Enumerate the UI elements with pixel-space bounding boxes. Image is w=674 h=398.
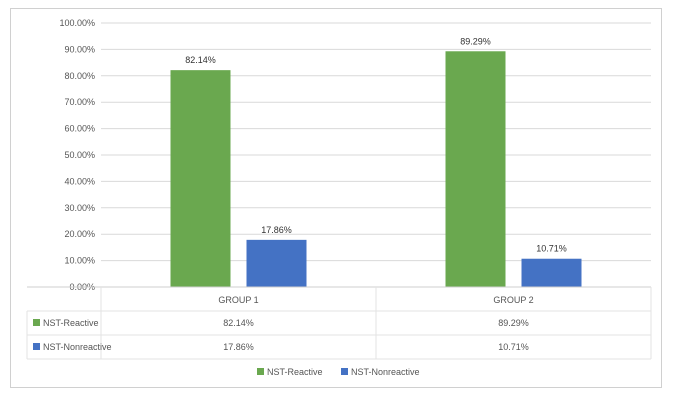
- legend-key: [33, 319, 40, 326]
- table-series-label: NST-Reactive: [43, 318, 99, 328]
- y-tick-label: 20.00%: [64, 229, 95, 239]
- data-label: 82.14%: [185, 55, 216, 65]
- y-tick-label: 10.00%: [64, 256, 95, 266]
- legend-swatch: [257, 368, 264, 375]
- y-tick-label: 50.00%: [64, 150, 95, 160]
- category-label: GROUP 1: [218, 295, 258, 305]
- table-cell: 89.29%: [498, 318, 529, 328]
- data-label: 17.86%: [261, 225, 292, 235]
- bar-nonreactive: [246, 239, 307, 287]
- category-label: GROUP 2: [493, 295, 533, 305]
- legend-label: NST-Nonreactive: [351, 367, 420, 377]
- bar-nonreactive: [521, 258, 582, 287]
- y-tick-label: 60.00%: [64, 124, 95, 134]
- y-tick-label: 30.00%: [64, 203, 95, 213]
- table-series-label: NST-Nonreactive: [43, 342, 112, 352]
- legend-swatch: [341, 368, 348, 375]
- table-cell: 10.71%: [498, 342, 529, 352]
- table-cell: 82.14%: [223, 318, 254, 328]
- data-label: 10.71%: [536, 244, 567, 254]
- bar-reactive: [170, 70, 231, 288]
- y-tick-label: 100.00%: [59, 18, 95, 28]
- data-label: 89.29%: [460, 36, 491, 46]
- y-tick-label: 80.00%: [64, 71, 95, 81]
- legend-key: [33, 343, 40, 350]
- y-tick-label: 90.00%: [64, 44, 95, 54]
- chart-frame: 0.00% 10.00% 20.00% 30.00% 40.00% 50.00% 60.00…: [10, 8, 662, 388]
- table-cell: 17.86%: [223, 342, 254, 352]
- legend-label: NST-Reactive: [267, 367, 323, 377]
- y-tick-label: 70.00%: [64, 97, 95, 107]
- y-tick-label: 40.00%: [64, 176, 95, 186]
- bar-reactive: [445, 51, 506, 287]
- bar-chart: 0.00%10.00%20.00%30.00%40.00%50.00%60.00…: [26, 18, 652, 377]
